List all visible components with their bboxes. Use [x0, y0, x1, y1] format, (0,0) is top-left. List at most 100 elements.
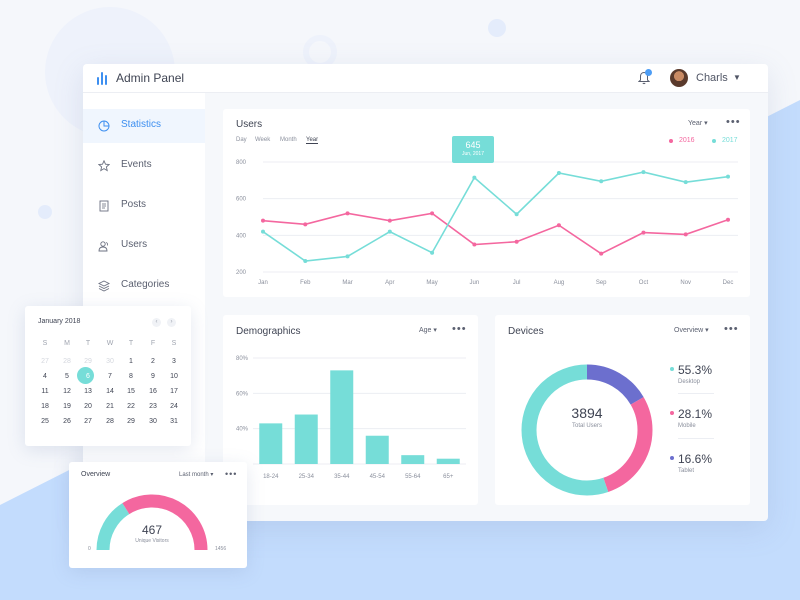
chevron-down-icon[interactable]: ▼: [733, 73, 741, 82]
bar-45-54: [365, 435, 389, 464]
x-tick-label: Nov: [680, 280, 691, 286]
calendar-day[interactable]: 6: [86, 373, 90, 380]
calendar-day[interactable]: 2: [151, 358, 155, 365]
calendar-day[interactable]: 12: [63, 388, 71, 395]
calendar-widget: January 2018 ‹ › S M T W T F S 27 28 29 30 1 2 3 4 5 6 7 8…: [25, 306, 191, 446]
data-point-2016: [387, 218, 392, 223]
calendar-day[interactable]: 3: [172, 358, 176, 365]
tab-week[interactable]: Week: [255, 137, 271, 143]
x-tick-label: Apr: [385, 280, 394, 286]
data-point-2016: [261, 218, 265, 223]
x-tick-label: Jul: [513, 280, 521, 286]
sidebar-item-categories[interactable]: Categories: [83, 269, 205, 303]
calendar-day[interactable]: 9: [151, 373, 155, 380]
calendar-day[interactable]: 13: [84, 388, 92, 395]
calendar-day[interactable]: 30: [149, 418, 157, 425]
data-point-2017: [683, 180, 688, 185]
calendar-day[interactable]: 27: [41, 358, 49, 365]
tab-year[interactable]: Year: [306, 137, 319, 144]
calendar-day[interactable]: 25: [41, 418, 49, 425]
calendar-day[interactable]: 30: [106, 358, 114, 365]
tooltip-value: 645: [465, 140, 481, 150]
x-tick-label: 55-64: [405, 474, 421, 480]
calendar-day[interactable]: 28: [106, 418, 114, 425]
calendar-day[interactable]: 11: [41, 388, 49, 395]
data-point-2016: [556, 223, 561, 228]
overview-filter[interactable]: Overview ▾: [674, 327, 709, 334]
calendar-day[interactable]: 17: [170, 388, 178, 395]
calendar-day[interactable]: 29: [127, 418, 135, 425]
x-tick-label: Mar: [342, 280, 352, 286]
more-options-icon[interactable]: •••: [726, 116, 741, 128]
calendar-day[interactable]: 15: [127, 388, 135, 395]
calendar-day[interactable]: 16: [149, 388, 157, 395]
calendar-day[interactable]: 7: [108, 373, 112, 380]
calendar-day[interactable]: 1: [129, 358, 133, 365]
calendar-day[interactable]: 4: [43, 373, 47, 380]
calendar-day[interactable]: 20: [84, 403, 92, 410]
overview-gauge-chart: [96, 494, 208, 551]
overview-value: 467: [141, 523, 163, 537]
data-point-2017: [726, 174, 730, 179]
calendar-day[interactable]: 26: [63, 418, 71, 425]
age-filter[interactable]: Age ▾: [419, 327, 437, 334]
pie-chart-icon: [98, 120, 110, 132]
sidebar-item-events[interactable]: Events: [83, 149, 205, 183]
x-tick-label: Sep: [596, 280, 607, 286]
tab-day[interactable]: Day: [236, 137, 247, 143]
sidebar-item-users[interactable]: Users: [83, 229, 205, 263]
data-point-2017: [430, 250, 435, 255]
calendar-selected-day: [77, 367, 94, 384]
demographics-bar-chart: 40% 60% 80% 18-24 25-34 35-44 45-54 55-64 65+: [236, 356, 466, 480]
data-point-2016: [683, 232, 688, 237]
calendar-day[interactable]: 24: [170, 403, 178, 410]
calendar-day[interactable]: 29: [84, 358, 92, 365]
overview-card: Overview Last month ▾ ••• 467 Unique Vis…: [69, 462, 247, 568]
devices-card: Devices Overview ▾ ••• 3894 Total Users …: [495, 315, 750, 505]
layers-icon: [98, 280, 110, 292]
last-month-filter[interactable]: Last month ▾: [179, 472, 214, 478]
calendar-day[interactable]: 21: [106, 403, 114, 410]
donut-slice-Mobile: [521, 364, 653, 496]
calendar-day[interactable]: 19: [63, 403, 71, 410]
users-filter[interactable]: Year ▾: [688, 120, 708, 127]
gauge-remaining-arc: [122, 494, 208, 551]
calendar-day[interactable]: 27: [84, 418, 92, 425]
calendar-day[interactable]: 31: [170, 418, 178, 425]
data-point-2016: [472, 242, 477, 247]
user-name[interactable]: Charls: [696, 72, 728, 84]
calendar-day[interactable]: 23: [149, 403, 157, 410]
gauge-min-label: 0: [88, 546, 91, 552]
bar-25-34: [294, 414, 318, 464]
star-icon: [98, 160, 110, 172]
demographics-card: Demographics Age ▾ ••• 40% 60% 80% 18-24 25-…: [223, 315, 478, 505]
avatar[interactable]: [670, 69, 688, 87]
x-tick-label: Jun: [470, 280, 480, 286]
more-options-icon[interactable]: •••: [724, 323, 739, 335]
calendar-weekday: S: [171, 340, 177, 347]
chevron-left-icon[interactable]: ‹: [152, 318, 161, 327]
x-tick-label: Oct: [639, 280, 649, 286]
chevron-right-icon[interactable]: ›: [167, 318, 176, 327]
more-options-icon[interactable]: •••: [225, 469, 238, 479]
calendar-day[interactable]: 5: [65, 373, 69, 380]
tab-month[interactable]: Month: [280, 137, 297, 143]
data-point-2017: [387, 229, 392, 234]
calendar-day[interactable]: 28: [63, 358, 71, 365]
y-tick-label: 800: [236, 160, 247, 166]
notification-badge: [645, 69, 652, 76]
calendar-day[interactable]: 14: [106, 388, 114, 395]
sidebar-item-posts[interactable]: Posts: [83, 189, 205, 223]
calendar-weekday: T: [85, 340, 91, 347]
calendar-day[interactable]: 18: [41, 403, 49, 410]
users-card-title: Users: [236, 119, 263, 130]
calendar-day[interactable]: 8: [129, 373, 133, 380]
more-options-icon[interactable]: •••: [452, 323, 467, 335]
sidebar-item-statistics[interactable]: Statistics: [83, 109, 205, 143]
mobile-label: Mobile: [678, 423, 696, 429]
calendar-day[interactable]: 10: [170, 373, 178, 380]
calendar-day[interactable]: 22: [127, 403, 135, 410]
x-tick-label: Aug: [554, 280, 565, 286]
calendar-weekday: S: [42, 340, 48, 347]
data-point-2017: [641, 170, 646, 175]
